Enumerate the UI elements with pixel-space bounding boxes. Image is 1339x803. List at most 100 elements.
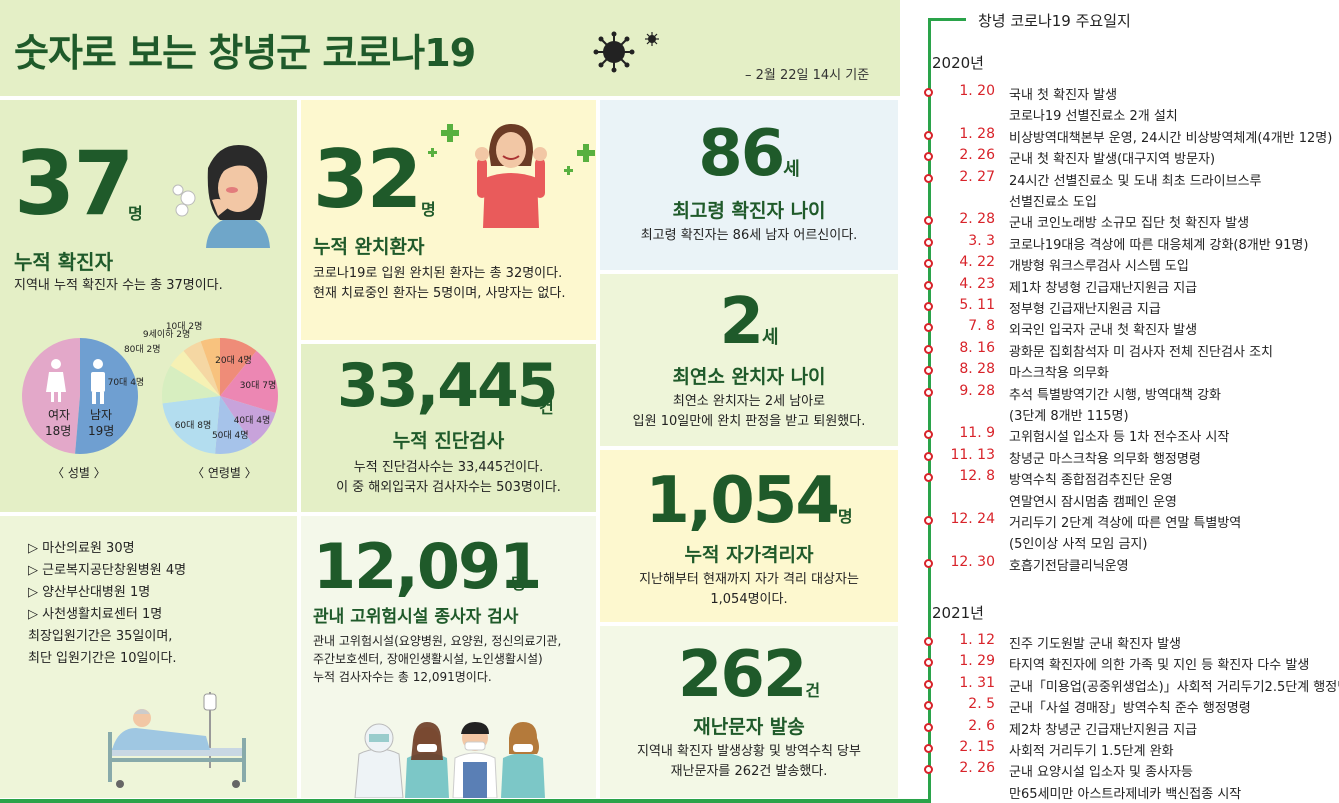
age-label: 30대 7명 (239, 381, 277, 392)
timeline-text: 제1차 창녕형 긴급재난지원금 지급 (1009, 280, 1198, 296)
timeline-text: 군내「사설 경매장」방역수칙 준수 행정명령 (1009, 701, 1251, 717)
timeline-dot-icon (924, 88, 933, 97)
tests-desc-1: 누적 진단검사수는 33,445건이다. (353, 460, 544, 475)
timeline-date: 1. 31 (959, 674, 995, 691)
tests-panel: 33,445 건 누적 진단검사 누적 진단검사수는 33,445건이다. 이 … (301, 344, 596, 512)
male-count: 19명 (88, 424, 115, 438)
female-count: 18명 (45, 424, 72, 438)
timeline-text: 정부형 긴급재난지원금 지급 (1009, 302, 1161, 317)
age-label: 80대 2명 (123, 345, 161, 356)
sms-number-value: 262 (677, 638, 808, 712)
facility-desc-1: 관내 고위험시설(요양병원, 요양원, 정신의료기관, (313, 634, 562, 648)
male-label: 남자 (90, 408, 113, 422)
timeline-date: 8. 28 (959, 361, 995, 378)
youngest-title: 최연소 완치자 나이 (672, 366, 826, 388)
sms-desc-2: 재난문자를 262건 발송했다. (670, 764, 828, 779)
timeline-dot-icon (924, 765, 933, 775)
timeline-text: 호흡기전담클리닉운영 (1009, 558, 1129, 574)
age-caption: 〈 연령별 〉 (192, 466, 257, 480)
youngest-panel: 2세 최연소 완치자 나이 최연소 완치자는 2세 남아로 입원 10일만에 완… (600, 274, 898, 446)
oldest-desc: 최고령 확진자는 86세 남자 어르신이다. (640, 228, 858, 243)
timeline-date: 2. 28 (959, 211, 995, 228)
timeline-text: 진주 기도원발 군내 확진자 발생 (1009, 637, 1182, 652)
hospital-item: ▷ 사천생활치료센터 1명 (28, 607, 163, 622)
timeline-dot-icon (924, 216, 933, 226)
timeline-text: 추석 특별방역기간 시행, 방역대책 강화 (1009, 387, 1222, 403)
quarantine-title: 누적 자가격리자 (684, 544, 814, 566)
age-slice (220, 350, 278, 413)
female-figure-icon (46, 359, 66, 402)
timeline-dot-icon (924, 658, 933, 668)
quarantine-desc-2: 1,054명이다. (710, 592, 788, 607)
timeline-date: 12. 24 (950, 511, 995, 527)
quarantine-number-value: 1,054 (645, 464, 839, 538)
timeline-date: 4. 23 (959, 275, 995, 292)
sms-title: 재난문자 발송 (693, 716, 805, 738)
recovered-unit: 명 (421, 200, 436, 219)
timeline-dot-icon (924, 430, 933, 440)
cumulative-title: 누적 확진자 (14, 250, 113, 274)
gender-slice-female (21, 338, 80, 454)
timeline-text-continued: 선별진료소 도입 (1009, 195, 1097, 210)
timeline-date: 2. 27 (959, 168, 995, 185)
timeline-text: 방역수칙 종합점검추진단 운영 (1009, 473, 1173, 489)
virus-icon (593, 31, 659, 73)
age-label: 70대 4명 (107, 377, 145, 388)
timeline-text: 코로나19대응 격상에 따른 대응체계 강화(8개반 91명) (1009, 237, 1309, 253)
timeline-text: 타지역 확진자에 의한 가족 및 지인 등 확진자 다수 발생 (1009, 658, 1310, 674)
hospital-item: ▷ 근로복지공단창원병원 4명 (28, 563, 187, 578)
timeline-dot-icon (924, 516, 933, 525)
timeline-dot-icon (924, 152, 933, 162)
tests-unit: 건 (539, 398, 554, 417)
timeline-text: 24시간 선별진료소 및 도내 최초 드라이브스루 (1009, 173, 1262, 189)
timeline-dot-icon (924, 558, 933, 568)
quarantine-desc-1: 지난해부터 현재까지 자가 격리 대상자는 (639, 572, 859, 587)
timeline-dot-icon (924, 173, 933, 183)
timeline-text: 군내「미용업(공중위생업소)」사회적 거리두기2.5단계 행정명령 (1009, 679, 1339, 695)
age-slice (220, 338, 257, 396)
timeline-dot-icon (924, 302, 933, 311)
timeline-2020-list: 1. 20 국내 첫 확진자 발생 코로나19 선별진료소 2개 설치 1. 28 비상… (924, 82, 1339, 574)
cumulative-desc: 지역내 누적 확진자 수는 총 37명이다. (14, 278, 223, 293)
timeline-title: 창녕 코로나19 주요일지 (978, 12, 1131, 30)
timeline-text: 마스크착용 의무화 (1009, 366, 1109, 382)
facility-desc-3: 누적 검사자수는 총 12,091명이다. (313, 670, 492, 684)
timeline-text: 군내 요양시설 입소자 및 종사자등 (1009, 765, 1193, 781)
facility-unit: 명 (511, 574, 526, 593)
hospital-note: 최단 입원기간은 10일이다. (28, 651, 177, 666)
timeline-date: 3. 3 (968, 232, 995, 249)
timeline-dot-icon (924, 280, 933, 290)
age-slice (162, 365, 220, 404)
timeline-date: 12. 8 (959, 468, 995, 485)
timeline-date: 8. 16 (959, 339, 995, 356)
timeline-dot-icon (924, 130, 933, 140)
timeline-date: 2. 26 (959, 147, 995, 164)
timeline-year-2021: 2021년 (932, 604, 984, 622)
header-banner: 숫자로 보는 창녕군 코로나19 – 2월 22일 14시 기준 (0, 0, 900, 96)
timeline-dot-icon (924, 259, 933, 269)
timeline-text: 사회적 거리두기 1.5단계 완화 (1009, 744, 1174, 759)
facility-title: 관내 고위험시설 종사자 검사 (313, 607, 519, 627)
timeline-date: 1. 12 (959, 632, 995, 648)
cumulative-number: 37 (14, 132, 134, 235)
gender-caption: 〈 성별 〉 (52, 466, 106, 480)
hospital-panel: ▷ 마산의료원 30명 ▷ 근로복지공단창원병원 4명 ▷ 양산부산대병원 1명… (0, 516, 297, 798)
cumulative-panel: 37 명 누적 확진자 지역내 누적 확진자 수는 총 37명이다. 여자 18 (0, 100, 297, 512)
male-figure-icon (91, 359, 105, 404)
timeline-dot-icon (924, 722, 933, 732)
timeline-text-continued: (3단계 8개반 115명) (1009, 409, 1129, 424)
gender-slice-male (75, 338, 138, 454)
youngest-number-value: 2 (719, 285, 764, 359)
sms-unit: 건 (805, 681, 821, 700)
timeline-dot-icon (924, 679, 933, 689)
timeline-dot-icon (924, 323, 933, 333)
timeline-text: 비상방역대책본부 운영, 24시간 비상방역체계(4개반 12명) (1009, 130, 1333, 146)
facility-number: 12,091 (313, 530, 542, 603)
timeline-text-continued: (5인이상 사적 모임 금지) (1009, 537, 1148, 553)
timeline-text-continued: 연말연시 잠시멈춤 캠페인 운영 (1009, 494, 1177, 510)
timeline-date: 12. 30 (950, 553, 995, 570)
timeline-dot-icon (924, 451, 933, 461)
timeline-dot-icon (924, 366, 933, 376)
timeline-text-continued: 코로나19 선별진료소 2개 설치 (1009, 109, 1178, 125)
sms-panel: 262건 재난문자 발송 지역내 확진자 발생상황 및 방역수칙 당부 재난문자… (600, 626, 898, 798)
